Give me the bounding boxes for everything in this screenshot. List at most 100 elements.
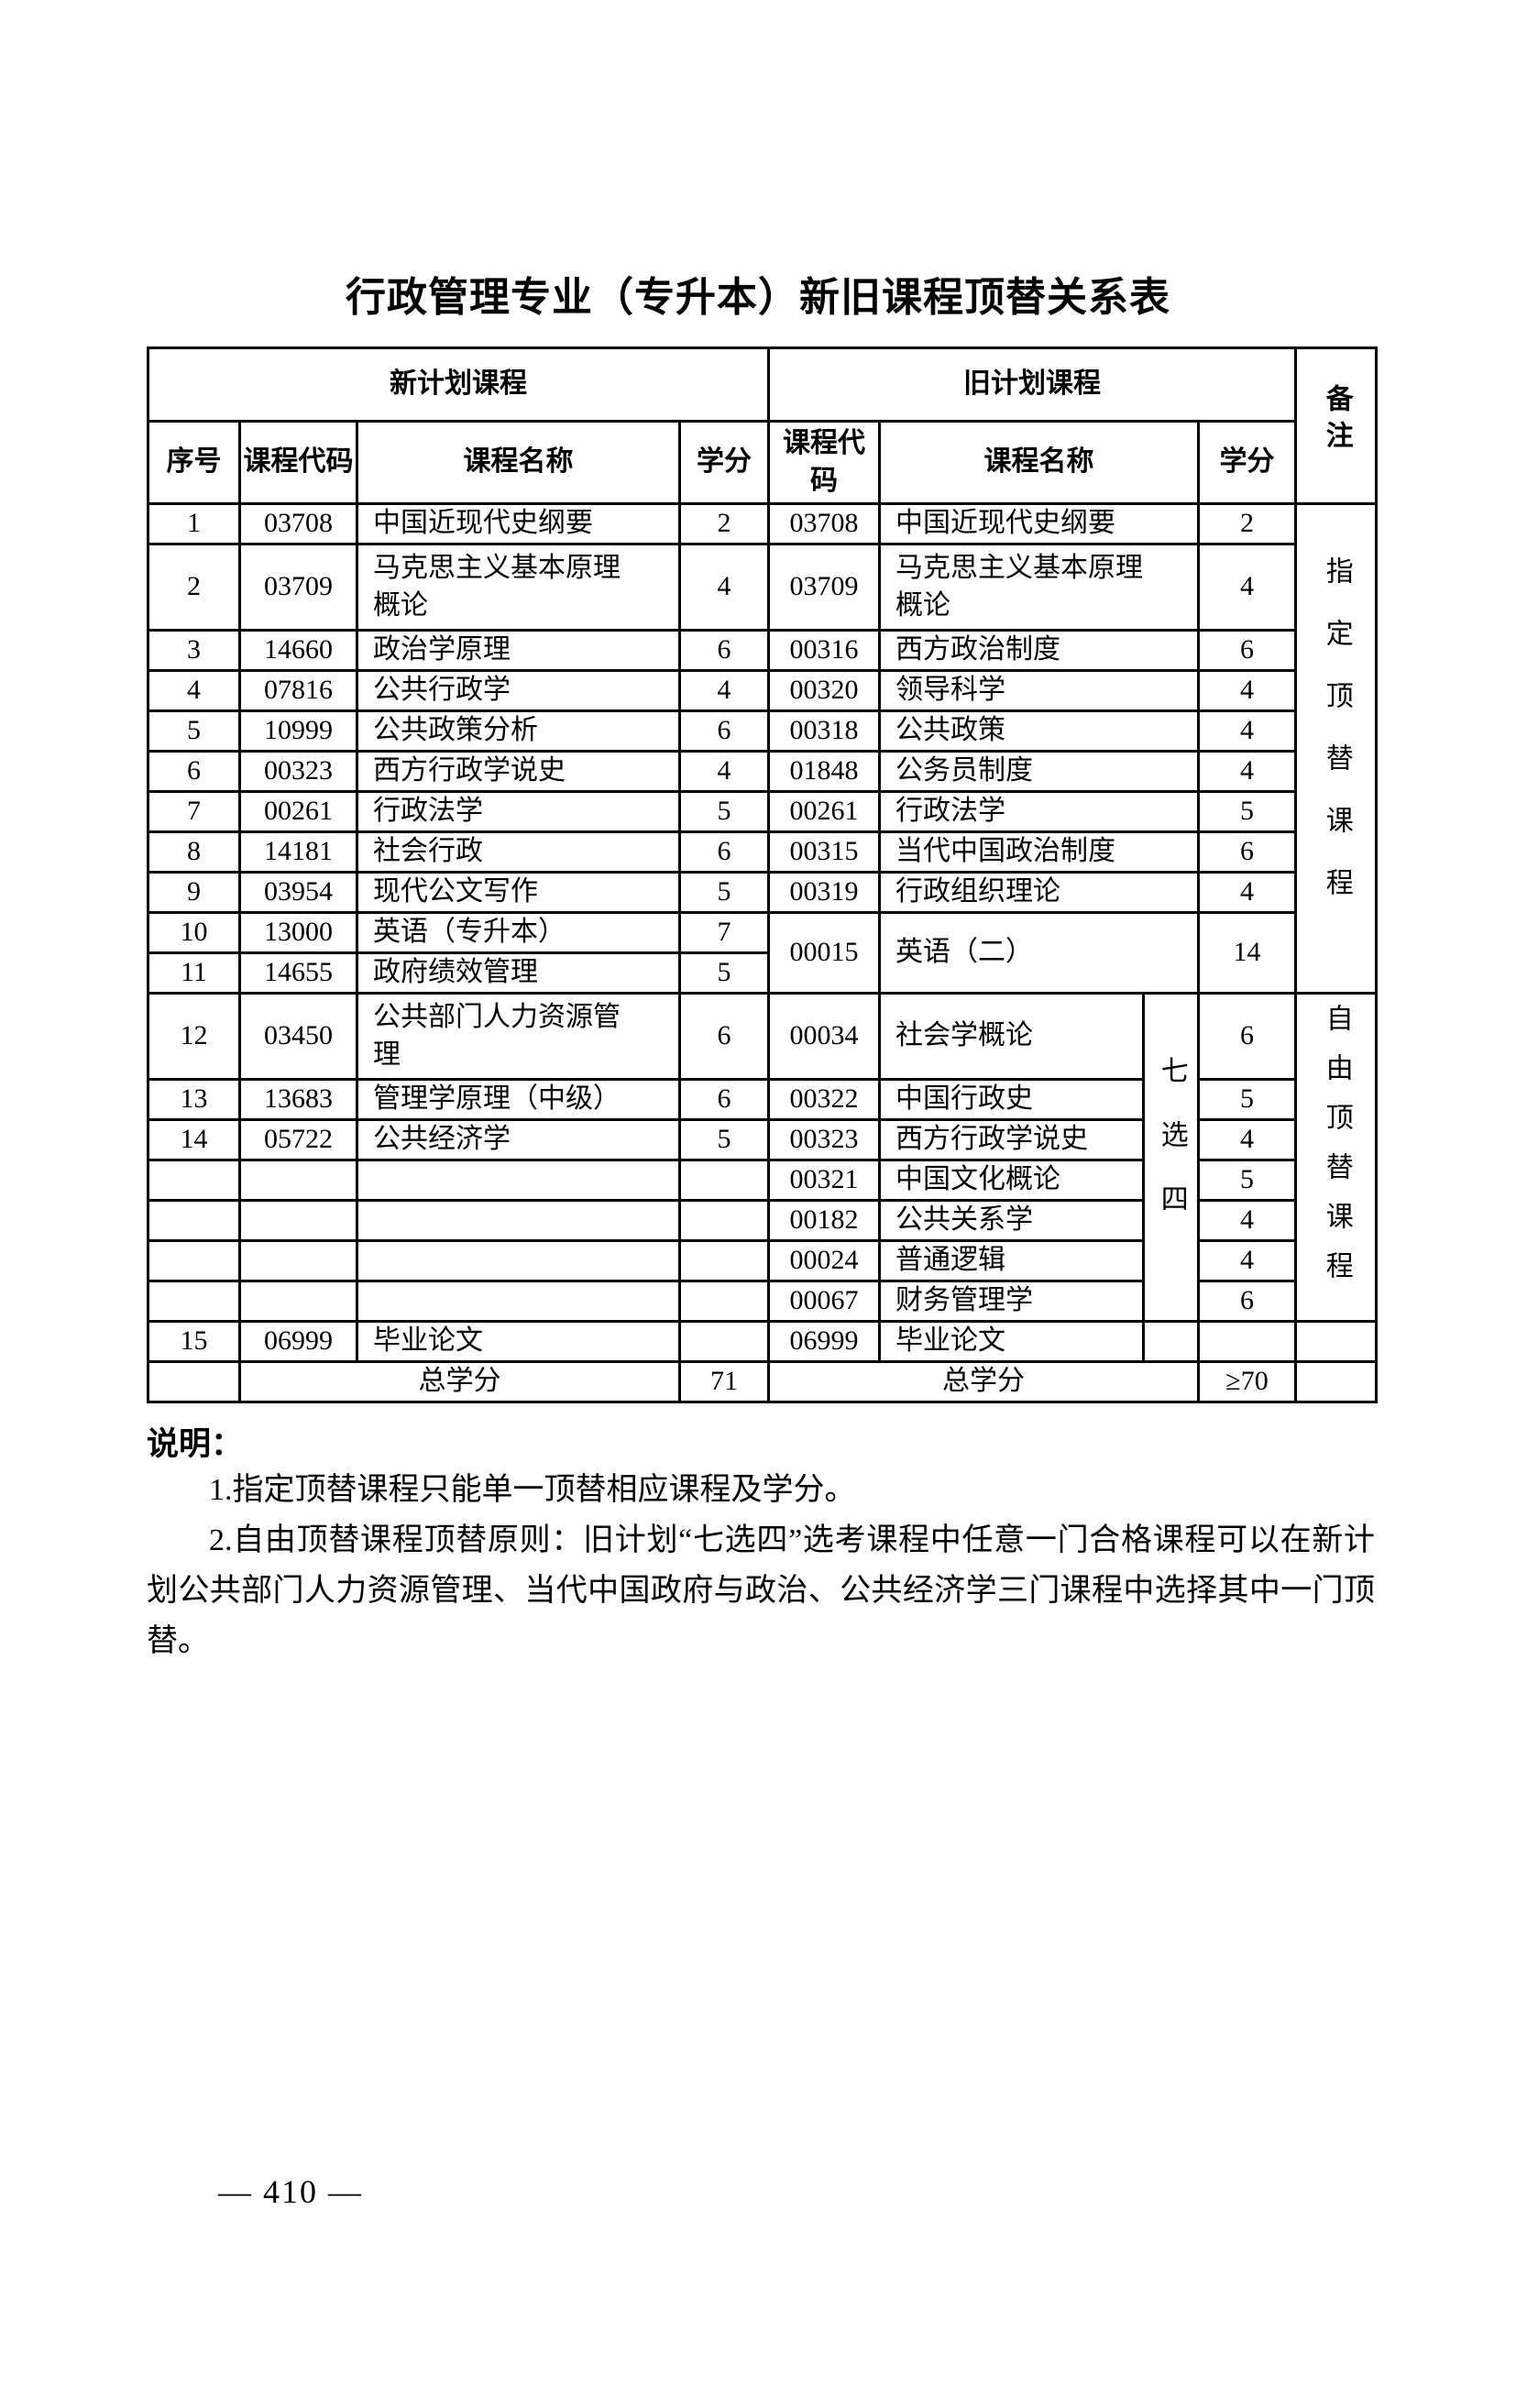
new-code-cell: 03954 xyxy=(238,871,358,914)
new-code-cell: 10999 xyxy=(238,709,358,753)
note-item-1: 1.指定顶替课程只能单一顶替相应课程及学分。 xyxy=(209,1473,856,1507)
seven-choose-four-cell: 七选四 xyxy=(1142,992,1200,1323)
old-code-cell: 00319 xyxy=(767,871,881,914)
seven-choose-four-empty-cell xyxy=(1142,1320,1200,1363)
old-code-cell: 03709 xyxy=(767,543,881,632)
designated-replacement-label: 指定顶替课程 xyxy=(1321,555,1352,930)
total-row: 总学分 71 总学分 ≥70 xyxy=(147,1360,1378,1403)
old-code-cell: 03708 xyxy=(767,502,881,545)
old-code-cell: 00320 xyxy=(767,669,881,712)
new-name-cell: 公共行政学 xyxy=(356,669,681,712)
new-name-cell xyxy=(356,1159,681,1202)
seq-cell xyxy=(147,1199,241,1242)
old-credits-cell: 5 xyxy=(1197,1078,1297,1121)
old-credits-cell: 4 xyxy=(1197,1199,1297,1242)
seq-cell: 15 xyxy=(147,1320,241,1363)
new-code-cell xyxy=(238,1199,358,1242)
new-name-cell: 政治学原理 xyxy=(356,629,681,672)
old-code-cell: 00034 xyxy=(767,992,881,1081)
seq-empty-cell xyxy=(147,1360,241,1403)
new-name-cell: 英语（专升本） xyxy=(356,911,681,954)
new-name-cell: 中国近现代史纲要 xyxy=(356,502,681,545)
new-credits-cell xyxy=(678,1159,770,1202)
remark-empty-cell xyxy=(1294,1360,1378,1403)
new-total-credits-cell: 71 xyxy=(678,1360,770,1403)
new-code-cell: 03709 xyxy=(238,543,358,632)
seq-cell: 14 xyxy=(147,1118,241,1161)
new-name-cell: 马克思主义基本原理概论 xyxy=(356,543,681,632)
old-code-cell: 00322 xyxy=(767,1078,881,1121)
new-name-cell xyxy=(356,1199,681,1242)
new-credits-cell xyxy=(678,1320,770,1363)
new-credits-cell xyxy=(678,1280,770,1323)
old-code-cell: 00321 xyxy=(767,1159,881,1202)
new-code-cell: 14660 xyxy=(238,629,358,672)
old-name-cell: 中国近现代史纲要 xyxy=(878,502,1200,545)
table-row: 00024 普通逻辑 4 xyxy=(147,1239,1377,1282)
old-total-credits-cell: ≥70 xyxy=(1197,1360,1297,1403)
table-row: 8 14181 社会行政 6 00315 当代中国政治制度 6 xyxy=(147,830,1377,874)
new-credits-cell xyxy=(678,1199,770,1242)
header-remark: 备注 xyxy=(1294,346,1378,505)
new-name-cell: 毕业论文 xyxy=(356,1320,681,1363)
table-row: 6 00323 西方行政学说史 4 01848 公务员制度 4 xyxy=(147,750,1377,793)
new-credits-cell: 6 xyxy=(678,992,770,1081)
old-name-cell: 行政组织理论 xyxy=(878,871,1200,914)
page-number: — 410 — xyxy=(218,2173,363,2210)
seq-cell: 11 xyxy=(147,951,241,995)
notes-heading: 说明： xyxy=(147,1426,244,1462)
new-code-cell: 14655 xyxy=(238,951,358,995)
new-credits-cell: 5 xyxy=(678,1118,770,1161)
old-credits-cell: 4 xyxy=(1197,1118,1297,1161)
old-credits-cell: 4 xyxy=(1197,669,1297,712)
new-credits-cell: 7 xyxy=(678,911,770,954)
new-credits-cell: 6 xyxy=(678,1078,770,1121)
new-code-cell: 13683 xyxy=(238,1078,358,1121)
old-code-cell: 00316 xyxy=(767,629,881,672)
old-credits-cell: 6 xyxy=(1197,1280,1297,1323)
header-new-credits: 学分 xyxy=(678,420,770,505)
old-code-cell: 01848 xyxy=(767,750,881,793)
table-row: 1 03708 中国近现代史纲要 2 03708 中国近现代史纲要 2 指定顶替… xyxy=(147,502,1378,995)
seven-choose-four-label: 七选四 xyxy=(1156,1055,1187,1248)
old-name-cell: 当代中国政治制度 xyxy=(878,830,1200,874)
new-credits-cell: 6 xyxy=(678,709,770,753)
new-code-cell xyxy=(238,1280,358,1323)
old-name-cell: 西方行政学说史 xyxy=(878,1118,1145,1161)
new-code-cell: 00323 xyxy=(238,750,358,793)
old-name-cell: 普通逻辑 xyxy=(878,1239,1145,1282)
old-name-cell: 行政法学 xyxy=(878,790,1200,833)
old-code-cell: 00182 xyxy=(767,1199,881,1242)
table-row: 4 07816 公共行政学 4 00320 领导科学 4 xyxy=(147,669,1377,712)
new-credits-cell: 2 xyxy=(678,502,770,545)
header-seq: 序号 xyxy=(147,420,241,505)
table-row: 13 13683 管理学原理（中级） 6 00322 中国行政史 5 xyxy=(147,1078,1377,1121)
remark-cell-designated: 指定顶替课程 xyxy=(1294,502,1378,995)
old-credits-cell: 6 xyxy=(1197,830,1297,874)
old-name-cell: 财务管理学 xyxy=(878,1280,1145,1323)
new-code-cell: 03708 xyxy=(238,502,358,545)
table-row: 7 00261 行政法学 5 00261 行政法学 5 xyxy=(147,790,1377,833)
old-code-cell: 00318 xyxy=(767,709,881,753)
old-credits-cell: 4 xyxy=(1197,1239,1297,1282)
new-code-cell: 13000 xyxy=(238,911,358,954)
document-page: { "page": { "title": "行政管理专业（专升本）新旧课程顶替关… xyxy=(0,264,1516,2408)
table-row: 2 03709 马克思主义基本原理概论 4 03709 马克思主义基本原理概论 … xyxy=(147,543,1377,632)
old-name-cell: 领导科学 xyxy=(878,669,1200,712)
old-code-cell: 00323 xyxy=(767,1118,881,1161)
seq-cell: 10 xyxy=(147,911,241,954)
notes-section: 说明： 1.指定顶替课程只能单一顶替相应课程及学分。 2.自由顶替课程顶替原则：… xyxy=(147,1418,1375,1666)
remark-empty-cell xyxy=(1294,1320,1378,1363)
seq-cell: 7 xyxy=(147,790,241,833)
header-new-code: 课程代码 xyxy=(238,420,358,505)
old-name-cell: 马克思主义基本原理概论 xyxy=(878,543,1200,632)
new-code-cell xyxy=(238,1239,358,1282)
new-name-cell: 政府绩效管理 xyxy=(356,951,681,995)
seq-cell xyxy=(147,1159,241,1202)
new-code-cell: 14181 xyxy=(238,830,358,874)
table-row: 14 05722 公共经济学 5 00323 西方行政学说史 4 xyxy=(147,1118,1377,1161)
new-credits-cell: 4 xyxy=(678,750,770,793)
new-total-label-cell: 总学分 xyxy=(238,1360,681,1403)
old-code-cell: 00261 xyxy=(767,790,881,833)
table-row: 11 14655 政府绩效管理 5 xyxy=(147,951,1377,995)
